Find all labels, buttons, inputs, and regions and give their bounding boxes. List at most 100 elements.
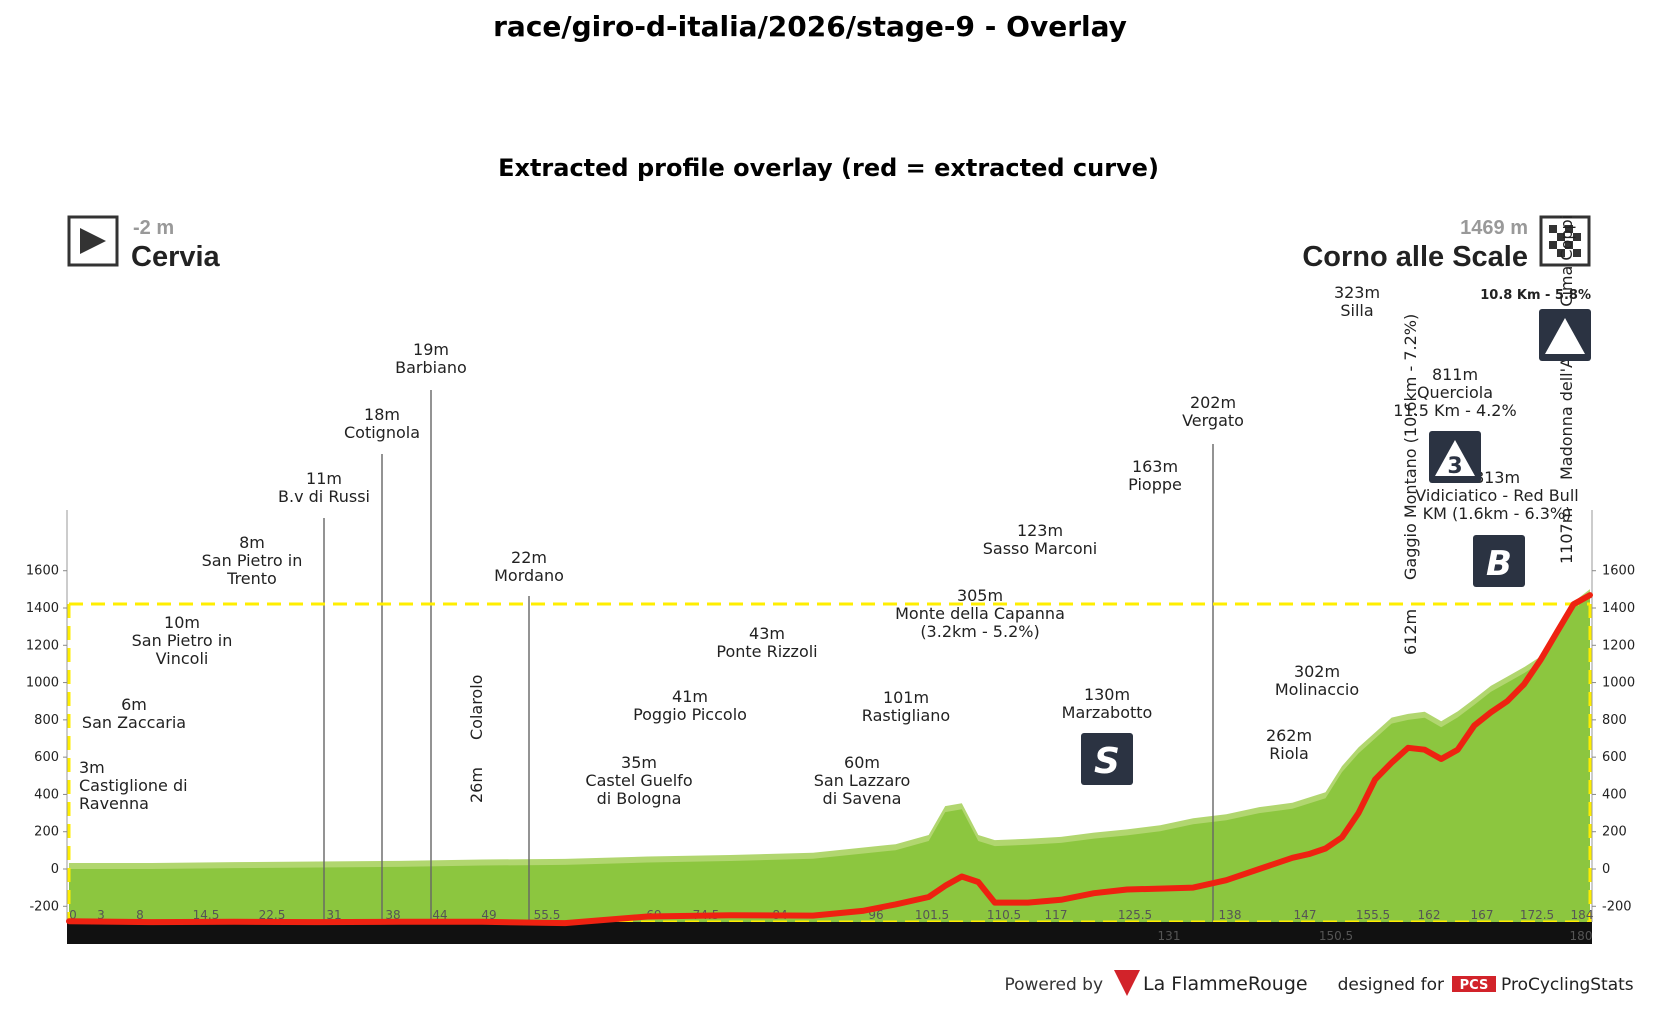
place-name: Riola <box>1269 744 1309 763</box>
place-elevation: 262m <box>1266 726 1312 745</box>
place-name: San Zaccaria <box>82 713 186 732</box>
place-elevation: 8m <box>239 533 265 552</box>
place-name: Ponte Rizzoli <box>716 642 817 661</box>
y-tick-label-right: 200 <box>1602 825 1627 840</box>
place-name: San Pietro in <box>202 551 303 570</box>
place-name-2: Trento <box>226 569 277 588</box>
place-name: Castel Guelfo <box>585 771 692 790</box>
pcs-brand: ProCyclingStats <box>1501 975 1634 995</box>
km-tick-label: 49 <box>481 908 496 922</box>
finish-elevation: 1469 m <box>1460 217 1528 239</box>
place-elevation: 202m <box>1190 393 1236 412</box>
km-tick-label: 117 <box>1045 908 1068 922</box>
figure-title: race/giro-d-italia/2026/stage-9 - Overla… <box>493 10 1127 43</box>
svg-text:B: B <box>1486 544 1512 584</box>
place-elevation: 811m <box>1432 365 1478 384</box>
km-tick-label: 180 <box>1570 929 1593 943</box>
svg-text:3: 3 <box>1447 454 1462 479</box>
place-name: B.v di Russi <box>278 487 370 506</box>
place-name-2: (3.2km - 5.2%) <box>920 622 1039 641</box>
place-elevation: 3m <box>79 758 105 777</box>
place-elevation: 19m <box>413 340 449 359</box>
svg-text:Colarolo: Colarolo <box>467 675 486 740</box>
start-elevation: -2 m <box>133 217 174 239</box>
svg-text:1107m: 1107m <box>1557 508 1576 564</box>
place-name: Rastigliano <box>862 706 950 725</box>
start-name: Cervia <box>131 241 221 273</box>
svg-text:PCS: PCS <box>1460 978 1489 993</box>
y-tick-label-right: 1600 <box>1602 564 1635 579</box>
place-name-2: KM (1.6km - 6.3%) <box>1423 504 1572 523</box>
svg-text:612m: 612m <box>1401 609 1420 655</box>
km-tick-label: 55.5 <box>534 908 561 922</box>
finish-name: Corno alle Scale <box>1302 241 1528 273</box>
place-elevation: 35m <box>621 753 657 772</box>
svg-text:26m: 26m <box>467 767 486 803</box>
figure-subtitle: Extracted profile overlay (red = extract… <box>498 154 1159 182</box>
y-tick-label-right: 600 <box>1602 750 1627 765</box>
km-tick-label: 101.5 <box>915 908 949 922</box>
y-tick-label-right: 800 <box>1602 713 1627 728</box>
place-elevation: 60m <box>844 753 880 772</box>
y-tick-label-left: 400 <box>34 787 59 802</box>
place-name: Molinaccio <box>1275 680 1359 699</box>
place-name: San Lazzaro <box>814 771 911 790</box>
vertical-label-madonna: Madonna dell'Acero - Cima Coppi 1107m <box>1557 215 1576 564</box>
place-elevation: 305m <box>957 586 1003 605</box>
extracted-curve <box>66 592 1593 927</box>
km-tick-label: 8 <box>136 908 144 922</box>
cat3-climb-badge: 3 <box>1429 431 1481 483</box>
y-axis-right: -200 0 200 400 600 800 1000 1200 1400 1600 <box>1591 510 1635 922</box>
start-flag-icon <box>67 215 119 267</box>
powered-by-text: Powered by <box>1004 975 1103 995</box>
km-tick-label: 3 <box>97 908 105 922</box>
y-tick-label-left: 1200 <box>26 638 59 653</box>
y-tick-label-left: 800 <box>34 713 59 728</box>
place-elevation: 6m <box>121 695 147 714</box>
place-name: Barbiano <box>395 358 467 377</box>
km-tick-label: 147 <box>1294 908 1317 922</box>
km-tick-label: 0 <box>69 908 77 922</box>
place-name: Vidiciatico - Red Bull <box>1415 486 1578 505</box>
km-ticks-top: 0 3 8 14.5 22.5 31 38 44 49 55.5 69 74.5 84 96 101.5 11… <box>69 908 1593 922</box>
place-name: Monte della Capanna <box>895 604 1065 623</box>
y-tick-label-right: 400 <box>1602 787 1627 802</box>
place-name: Cotignola <box>344 423 420 442</box>
svg-text:Gaggio Montano (10.6km - 7.2%): Gaggio Montano (10.6km - 7.2%) <box>1401 314 1420 580</box>
designed-for-text: designed for <box>1338 975 1444 995</box>
km-tick-label: 125.5 <box>1118 908 1152 922</box>
place-elevation: 302m <box>1294 662 1340 681</box>
place-marker-lines <box>323 390 1214 922</box>
y-tick-label-right: 1200 <box>1602 638 1635 653</box>
place-elevation: 123m <box>1017 521 1063 540</box>
y-tick-label-right: 1400 <box>1602 601 1635 616</box>
km-tick-label: 172.5 <box>1520 908 1554 922</box>
km-tick-label: 155.5 <box>1356 908 1390 922</box>
km-tick-label: 162 <box>1418 908 1441 922</box>
place-name: Silla <box>1340 301 1373 320</box>
place-name: Vergato <box>1182 411 1244 430</box>
place-name: San Pietro in <box>132 631 233 650</box>
place-name: Castiglione di <box>79 776 188 795</box>
svg-text:S: S <box>1094 741 1120 782</box>
km-tick-label: 138 <box>1219 908 1242 922</box>
flammerouge-logo-icon <box>1114 970 1140 996</box>
place-elevation: 130m <box>1084 685 1130 704</box>
y-tick-label-left: -200 <box>29 899 59 914</box>
